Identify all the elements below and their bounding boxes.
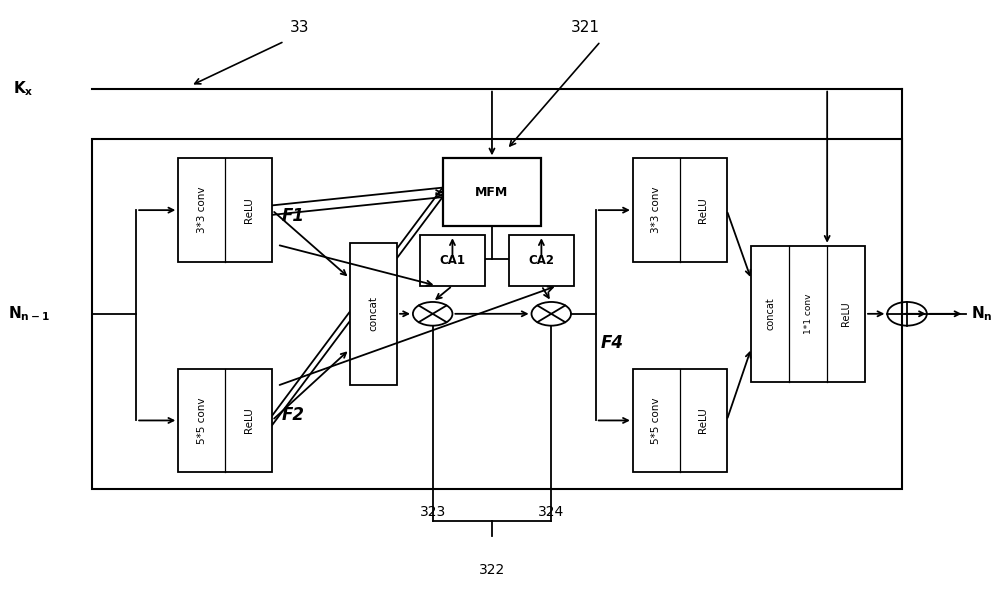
Text: 33: 33 [289, 20, 309, 35]
Text: CA2: CA2 [528, 254, 554, 267]
FancyBboxPatch shape [633, 368, 727, 472]
Text: 321: 321 [571, 20, 600, 35]
Text: 323: 323 [420, 505, 446, 520]
Text: 322: 322 [479, 563, 505, 576]
FancyBboxPatch shape [751, 246, 865, 382]
Text: ReLU: ReLU [841, 301, 851, 326]
Text: CA1: CA1 [439, 254, 465, 267]
FancyBboxPatch shape [178, 368, 272, 472]
Text: ReLU: ReLU [698, 197, 708, 223]
Text: ReLU: ReLU [698, 408, 708, 434]
FancyBboxPatch shape [178, 158, 272, 262]
Text: 5*5 conv: 5*5 conv [197, 397, 207, 444]
Text: ReLU: ReLU [244, 408, 254, 434]
Text: 1*1 conv: 1*1 conv [804, 294, 813, 334]
Text: 3*3 conv: 3*3 conv [197, 187, 207, 233]
Text: MFM: MFM [475, 186, 509, 199]
FancyBboxPatch shape [509, 235, 574, 286]
Text: $\mathbf{K_x}$: $\mathbf{K_x}$ [13, 80, 33, 98]
FancyBboxPatch shape [92, 139, 902, 489]
FancyBboxPatch shape [633, 158, 727, 262]
FancyBboxPatch shape [350, 243, 397, 385]
FancyBboxPatch shape [420, 235, 485, 286]
Text: F1: F1 [282, 207, 305, 225]
FancyBboxPatch shape [443, 158, 541, 227]
Text: F2: F2 [282, 405, 305, 423]
Text: F4: F4 [601, 334, 624, 352]
Text: 5*5 conv: 5*5 conv [651, 397, 661, 444]
Text: concat: concat [765, 297, 775, 330]
Text: ReLU: ReLU [244, 197, 254, 223]
Text: 3*3 conv: 3*3 conv [651, 187, 661, 233]
Text: 324: 324 [538, 505, 564, 520]
Text: $\mathbf{N_n}$: $\mathbf{N_n}$ [971, 304, 993, 323]
Text: concat: concat [368, 297, 378, 331]
Text: $\mathbf{N_{n-1}}$: $\mathbf{N_{n-1}}$ [8, 304, 50, 323]
